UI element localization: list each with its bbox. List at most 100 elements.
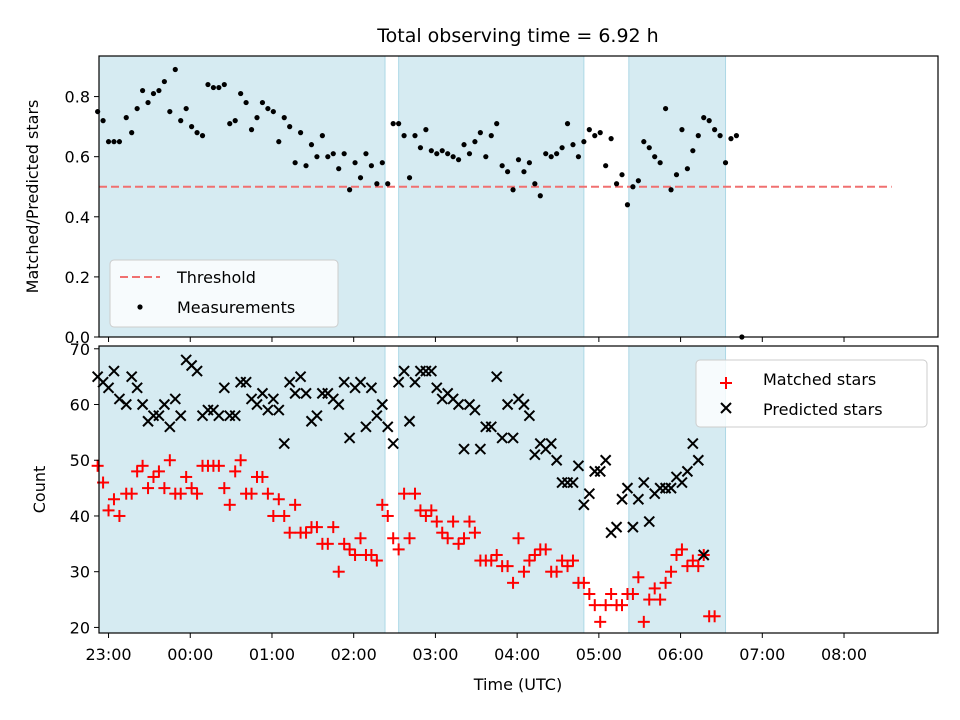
y-tick-label: 20: [70, 618, 90, 637]
predicted-star-point: [403, 415, 416, 427]
predicted-star-point: [360, 421, 372, 433]
matched-star-point: [376, 498, 389, 511]
count-legend-box: [695, 359, 928, 428]
predicted-star-point: [120, 398, 132, 411]
measurement-point: [706, 118, 712, 124]
predicted-star-point: [665, 482, 677, 494]
measurement-point: [483, 154, 489, 160]
predicted-star-point: [164, 421, 176, 433]
measurement-point: [303, 163, 309, 169]
legend-measurements-label: Measurements: [177, 298, 295, 317]
matched-star-point: [632, 571, 645, 584]
measurement-point: [205, 81, 211, 88]
measurement-point: [100, 118, 106, 124]
measurement-point: [532, 181, 538, 187]
x-tick-label: 07:00: [739, 645, 785, 664]
measurement-point: [624, 202, 631, 208]
measurement-point: [586, 127, 592, 133]
matched-star-point: [136, 459, 149, 472]
matched-star-point: [566, 554, 579, 567]
measurement-point: [379, 160, 385, 166]
measurement-point: [619, 172, 625, 178]
matched-star-point: [528, 548, 541, 561]
observing-window: [98, 345, 386, 634]
matched-star-point: [321, 537, 334, 550]
matched-star-point: [512, 532, 525, 545]
predicted-star-point: [572, 460, 585, 472]
predicted-star-point: [496, 432, 508, 444]
predicted-star-point: [545, 437, 557, 450]
count-panel-frame: [98, 345, 939, 634]
matched-star-point: [113, 509, 126, 522]
predicted-star-point: [191, 365, 203, 377]
y-tick-label: 40: [70, 507, 90, 526]
measurement-point: [712, 127, 718, 133]
measurement-point: [652, 154, 658, 160]
measurement-point: [227, 121, 233, 127]
predicted-star-point: [529, 448, 541, 461]
predicted-star-point: [371, 409, 383, 422]
chart-title: Total observing time = 6.92 h: [376, 25, 658, 47]
matched-star-point: [365, 548, 378, 561]
y-tick-label: 0.6: [65, 148, 90, 167]
ratio-x-axis: [108, 337, 845, 342]
predicted-star-point: [567, 476, 579, 489]
x-tick-label: 05:00: [576, 645, 622, 664]
matched-star-point: [588, 599, 601, 612]
matched-star-point: [605, 587, 618, 600]
measurement-point: [434, 151, 440, 157]
predicted-star-point: [278, 437, 290, 450]
matched-star-point: [185, 482, 198, 495]
measurement-point: [428, 148, 434, 154]
predicted-star-point: [289, 387, 301, 400]
measurement-point: [701, 115, 707, 121]
matched-star-point: [131, 465, 144, 478]
x-tick-label: 08:00: [821, 645, 867, 664]
measurement-point: [325, 154, 331, 160]
predicted-star-point: [333, 398, 345, 411]
matched-star-point: [327, 521, 340, 534]
matched-star-point: [517, 565, 530, 578]
measurement-point: [608, 136, 614, 142]
matched-star-point: [191, 487, 204, 500]
matched-star-point: [354, 532, 367, 545]
measurement-point: [521, 169, 527, 175]
predicted-star-point: [382, 421, 394, 433]
measurement-point: [156, 87, 162, 94]
measurement-point: [161, 78, 167, 85]
measurement-point: [635, 178, 641, 184]
matched-star-point: [272, 493, 285, 506]
measurement-point: [439, 148, 445, 154]
ratio-y-axis-label: Matched/Predicted stars: [23, 100, 42, 294]
x-tick-label: 01:00: [249, 645, 295, 664]
measurement-point: [194, 130, 200, 136]
matched-star-point: [626, 587, 639, 600]
measurement-point: [646, 145, 652, 151]
matched-star-point: [648, 582, 661, 595]
measurement-point: [543, 151, 549, 157]
matched-star-point: [398, 487, 411, 500]
measurement-point: [139, 87, 146, 94]
measurement-point: [287, 124, 293, 130]
count-panel: 20 30 40 50 60 70 23:00 00:00 01:00 02:00 03:00 04…: [30, 340, 939, 694]
time-x-axis: 23:00 00:00 01:00 02:00 03:00 04:00 05:00 06:00…: [85, 633, 867, 664]
measurement-point: [733, 133, 740, 139]
matched-star-point: [523, 554, 536, 567]
measurement-point: [603, 163, 609, 169]
measurement-point: [684, 166, 690, 172]
matched-star-point: [338, 537, 351, 550]
ratio-panel: 0.00.20.40.60.8 Matched/Predicted stars …: [23, 55, 939, 347]
measurement-point: [466, 151, 473, 157]
matched-star-point: [91, 459, 104, 472]
measurement-point: [526, 160, 532, 166]
matched-star-point: [261, 487, 274, 500]
measurement-point: [537, 193, 543, 199]
measurement-point: [494, 121, 500, 127]
measurement-point: [199, 133, 206, 139]
legend-measurements-swatch: [137, 304, 143, 310]
matched-star-point: [643, 593, 656, 606]
matched-star-point: [708, 610, 721, 623]
measurement-point: [613, 181, 620, 187]
matched-star-point: [458, 532, 471, 545]
measurement-point: [662, 105, 669, 112]
